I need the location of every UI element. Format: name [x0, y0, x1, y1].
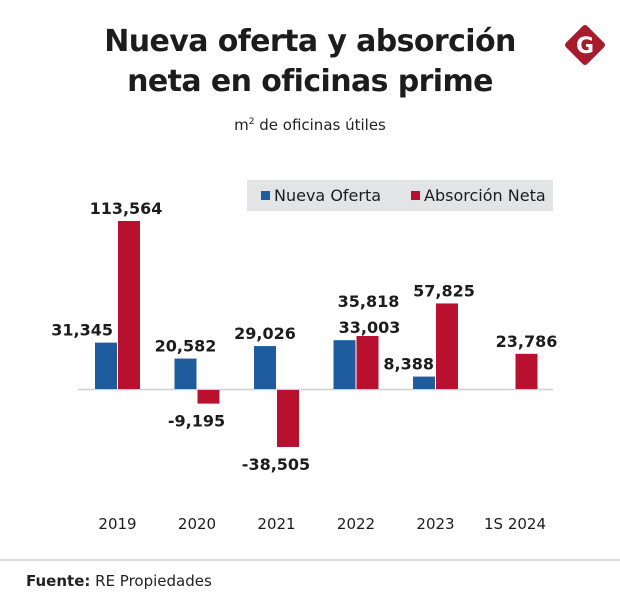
data-label-nueva-oferta-2020: 20,582: [155, 337, 217, 356]
bar-nueva-oferta-2019: [95, 342, 117, 389]
bar-absorcion-neta-2023: [436, 303, 458, 389]
title-line-1: Nueva oferta y absorción: [104, 24, 516, 59]
bar-absorcion-neta-2020: [197, 390, 220, 404]
data-label-absorcion-neta-2021: -38,505: [242, 455, 310, 474]
legend-swatch-absorcion-neta: [411, 191, 421, 200]
data-label-absorcion-neta-2023: 57,825: [413, 281, 475, 300]
data-label-absorcion-neta-1s-2024: 23,786: [496, 332, 558, 351]
x-tick-label: 2021: [257, 515, 295, 533]
data-label-nueva-oferta-2021: 29,026: [234, 324, 296, 343]
bar-nueva-oferta-2022: [333, 340, 356, 389]
bar-nueva-oferta-2021: [254, 346, 276, 389]
logo-letter: G: [576, 34, 594, 59]
bar-absorcion-neta-2021: [277, 390, 299, 447]
subtitle-unit: m: [234, 116, 249, 134]
subtitle-rest: de oficinas útiles: [254, 116, 386, 134]
legend-swatch-nueva-oferta: [261, 191, 270, 200]
x-tick-label: 2022: [337, 515, 375, 533]
source-note: Fuente: RE Propiedades: [26, 572, 212, 590]
footer-divider: [0, 559, 620, 561]
source-label: Fuente:: [26, 572, 91, 590]
x-tick-label: 2023: [416, 515, 454, 533]
bar-nueva-oferta-2023: [413, 376, 435, 389]
data-label-absorcion-neta-2020: -9,195: [168, 412, 225, 431]
title-line-2: neta en oficinas prime: [127, 64, 493, 99]
legend-item-absorcion-neta: Absorción Neta: [411, 186, 546, 205]
bar-nueva-oferta-2020: [174, 358, 197, 389]
x-tick-label: 1S 2024: [484, 515, 546, 533]
x-tick-label: 2019: [98, 515, 136, 533]
chart-legend: Nueva Oferta Absorción Neta: [247, 180, 553, 211]
chart-subtitle: m2 de oficinas útiles: [160, 116, 460, 134]
bar-absorcion-neta-1s-2024: [515, 353, 538, 389]
source-name: RE Propiedades: [90, 572, 212, 590]
data-label-nueva-oferta-2019: 31,345: [51, 321, 113, 340]
bar-chart: 31,345 113,564 2019 20,582 -9,195 2020 29,026 -…: [51, 199, 558, 533]
data-label-absorcion-neta-2022: 35,818: [338, 292, 400, 311]
legend-label-nueva-oferta: Nueva Oferta: [274, 186, 382, 205]
subtitle-sup: 2: [248, 117, 255, 127]
x-tick-label: 2020: [178, 515, 216, 533]
bar-absorcion-neta-2019: [118, 221, 140, 389]
data-label-absorcion-neta-2019: 113,564: [90, 199, 163, 218]
legend-item-nueva-oferta: Nueva Oferta: [261, 186, 381, 205]
legend-label-absorcion-neta: Absorción Neta: [424, 186, 546, 205]
data-label-nueva-oferta-2023: 8,388: [383, 355, 434, 374]
logo-diamond: [565, 25, 605, 65]
bar-absorcion-neta-2022: [356, 336, 379, 389]
data-label-nueva-oferta-2022: 33,003: [339, 318, 401, 337]
chart-title: Nueva oferta y absorción neta en oficina…: [60, 22, 560, 102]
brand-logo-icon: G: [565, 25, 605, 65]
